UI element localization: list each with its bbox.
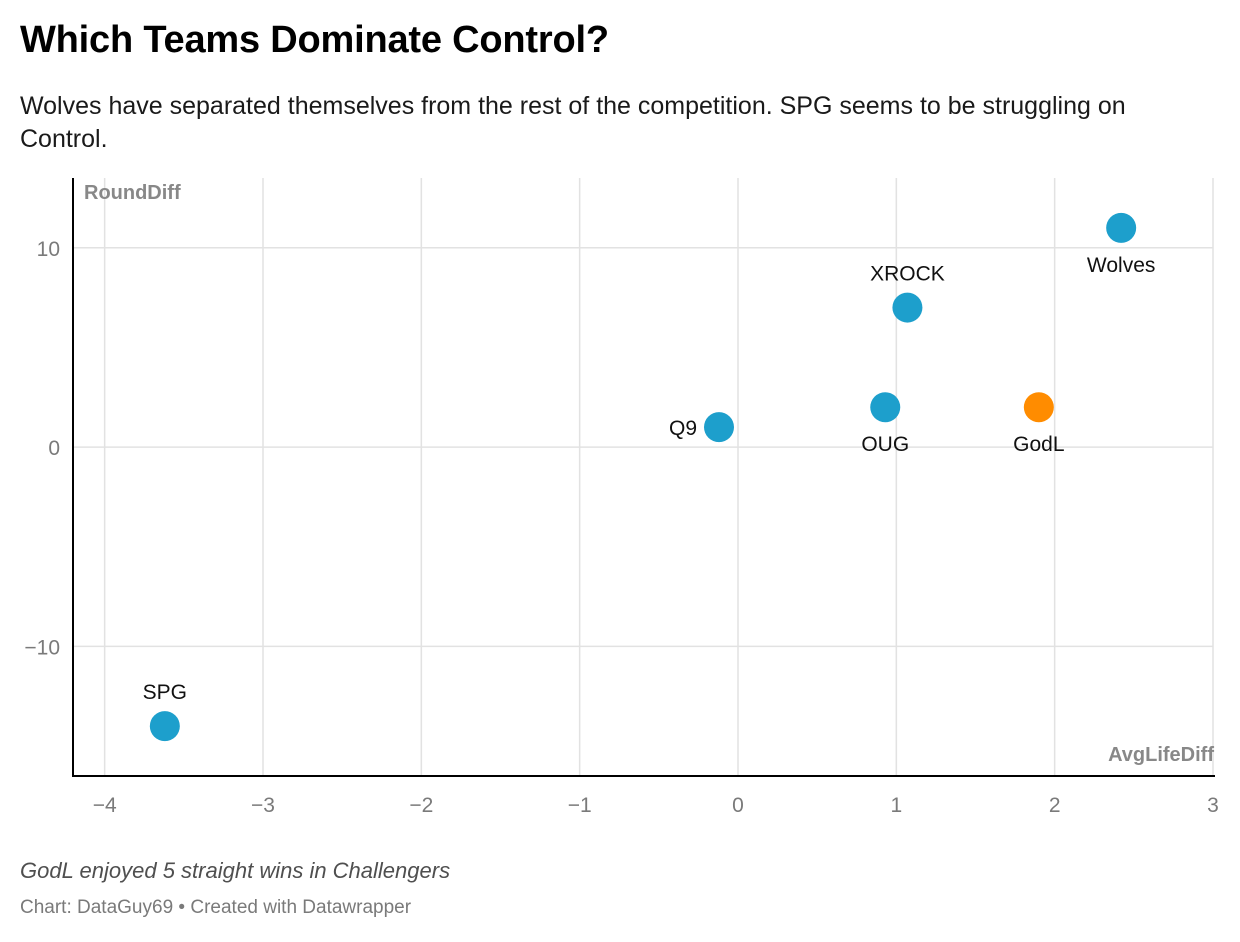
point-labels: Wolves XROCK Q9 OUG GodL SPG [143, 254, 1156, 704]
source-text: Chart: DataGuy69 [20, 897, 174, 918]
x-gridlines [103, 178, 1214, 776]
x-tick-label: 0 [732, 794, 744, 817]
data-point[interactable] [149, 711, 180, 742]
chart-title: Which Teams Dominate Control? [20, 19, 609, 61]
point-label: SPG [143, 681, 187, 704]
y-tick-labels: 10 0 −10 [24, 238, 60, 660]
credit-separator: • [178, 897, 186, 918]
data-points [149, 212, 1137, 742]
y-tick-label: −10 [24, 636, 60, 659]
data-point[interactable] [892, 292, 923, 323]
x-tick-label: −4 [93, 794, 117, 817]
data-point[interactable] [1106, 212, 1137, 243]
x-axis-title: AvgLifeDiff [1108, 744, 1214, 766]
y-tick-label: 0 [48, 437, 60, 460]
data-point[interactable] [704, 412, 734, 443]
point-label: XROCK [870, 263, 945, 286]
x-tick-label: 3 [1207, 794, 1219, 817]
y-axis-title: RoundDiff [84, 182, 181, 204]
x-tick-labels: −4 −3 −2 −1 0 1 2 3 [93, 794, 1219, 817]
chart-area: −4 −3 −2 −1 0 1 2 3 10 0 −10 RoundDiff AvgLifeDif… [0, 160, 1240, 830]
datawrapper-link[interactable]: Created with Datawrapper [190, 897, 412, 918]
data-point[interactable] [1023, 392, 1054, 423]
y-tick-label: 10 [37, 238, 60, 261]
chart-subtitle: Wolves have separated themselves from th… [20, 92, 1126, 153]
x-tick-label: −3 [251, 794, 275, 817]
x-tick-label: −2 [409, 794, 433, 817]
x-tick-label: 2 [1049, 794, 1061, 817]
chart-note: GodL enjoyed 5 straight wins in Challeng… [20, 858, 451, 883]
chart-credit: Chart: DataGuy69 • Created with Datawrap… [20, 897, 411, 919]
point-label: Wolves [1087, 254, 1155, 277]
scatter-plot: −4 −3 −2 −1 0 1 2 3 100−10 RoundDiff AvgLifeDif… [24, 178, 1219, 817]
y-gridlines [73, 247, 1213, 648]
data-point[interactable] [870, 392, 901, 423]
point-label: Q9 [669, 417, 697, 440]
axes [72, 178, 1215, 777]
point-label: GodL [1013, 433, 1064, 456]
x-tick-label: 1 [890, 794, 902, 817]
x-tick-label: −1 [568, 794, 592, 817]
point-label: OUG [861, 433, 909, 456]
